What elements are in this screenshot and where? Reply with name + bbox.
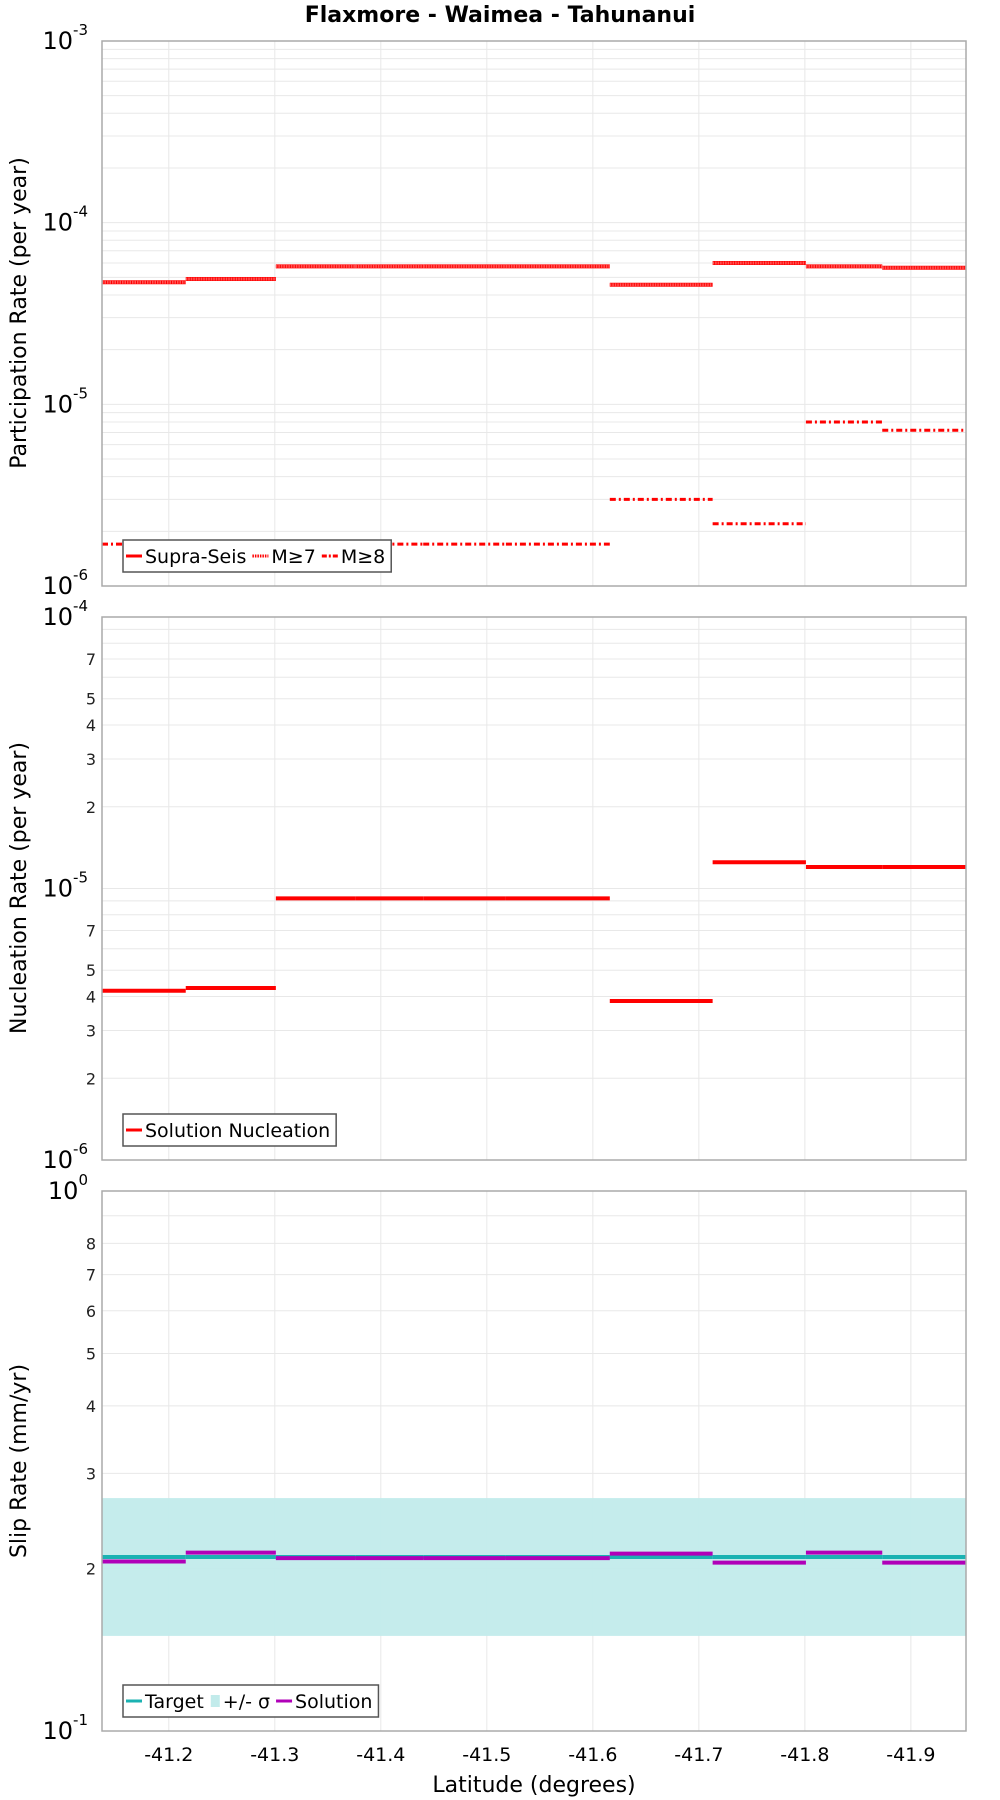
y-axis-label: Slip Rate (mm/yr) [7,1364,32,1558]
chart-title: Flaxmore - Waimea - Tahunanui [305,3,696,28]
y-minor-tick-label: 4 [86,988,96,1007]
y-tick-label: 10-4 [42,203,88,237]
y-axis-label: Participation Rate (per year) [7,157,32,469]
legend-item: Target [126,1691,204,1713]
x-tick-label: -41.6 [568,1744,617,1766]
x-tick-label: -41.2 [144,1744,193,1766]
y-minor-tick-label: 6 [86,1302,96,1321]
x-tick-label: -41.9 [886,1744,935,1766]
legend-swatch [210,1695,220,1707]
series-solution-nucleation [102,860,966,1004]
x-tick-label: -41.4 [356,1744,405,1766]
plot-area-border [101,40,967,587]
y-tick-label: 10-4 [42,597,88,631]
y-minor-tick-label: 2 [86,1559,96,1578]
legend-label: Supra-Seis [145,546,246,568]
y-minor-tick-label: 8 [86,1234,96,1253]
y-minor-tick-label: 5 [86,961,96,980]
legend-label: Target [144,1691,204,1713]
slip-rate-panel: 100 10-1 8 7 6 5 4 3 2 Slip Rate (mm/yr) Target +/-… [7,1171,967,1766]
x-tick-label: -41.8 [780,1744,829,1766]
x-tick-label: -41.5 [462,1744,511,1766]
y-minor-tick-label: 5 [86,690,96,709]
legend-label: +/- σ [223,1691,270,1713]
series-solution [102,1550,966,1565]
y-minor-tick-label: 2 [86,1069,96,1088]
y-minor-tick-label: 7 [86,1266,96,1285]
y-tick-label: 10-5 [42,384,88,418]
participation-rate-panel: 10-3 10-4 10-5 10-6 Participation Rate (per … [7,21,967,600]
legend-label: Solution [295,1691,372,1713]
plot-area-border [101,1190,967,1732]
y-minor-tick-label: 3 [86,1021,96,1040]
series-m-7 [102,261,966,287]
legend-item: M≥8 [321,546,385,568]
x-tick-label: -41.3 [250,1744,299,1766]
x-tick-label: -41.7 [674,1744,723,1766]
y-minor-tick-label: 2 [86,798,96,817]
y-tick-label: 10-6 [42,1140,88,1174]
legend-item: Supra-Seis [126,546,246,568]
legend-item: Solution Nucleation [126,1120,330,1142]
y-minor-tick-label: 4 [86,1397,96,1416]
plot-area-border [101,616,967,1161]
legend: Solution Nucleation [122,1113,337,1147]
y-tick-label: 100 [48,1171,88,1205]
y-minor-tick-label: 4 [86,716,96,735]
y-tick-label: 10-6 [42,566,88,600]
y-axis-label: Nucleation Rate (per year) [7,742,32,1034]
legend-item: Solution [276,1691,372,1713]
legend-label: Solution Nucleation [145,1120,330,1142]
nucleation-rate-panel: 10-4 10-5 10-6 7 5 4 3 2 7 5 4 3 2 Nucleation Rate (p… [7,597,967,1174]
x-axis-label: Latitude (degrees) [432,1773,635,1798]
y-tick-label: 10-3 [42,21,88,55]
legend: Target +/- σ Solution [122,1684,380,1718]
y-minor-tick-label: 7 [86,922,96,941]
y-minor-tick-label: 5 [86,1345,96,1364]
legend-item: +/- σ [210,1691,270,1713]
y-tick-label: 10-5 [42,869,88,903]
series-m-8 [102,420,966,546]
legend: Supra-Seis M≥7 M≥8 [122,539,392,573]
legend-label: M≥7 [271,546,315,568]
y-tick-label: 10-1 [42,1711,88,1745]
y-minor-tick-label: 3 [86,1464,96,1483]
y-minor-tick-label: 3 [86,750,96,769]
sigma-band [102,1498,966,1636]
y-minor-tick-label: 7 [86,650,96,669]
legend-label: M≥8 [341,546,385,568]
legend-item: M≥7 [252,546,316,568]
